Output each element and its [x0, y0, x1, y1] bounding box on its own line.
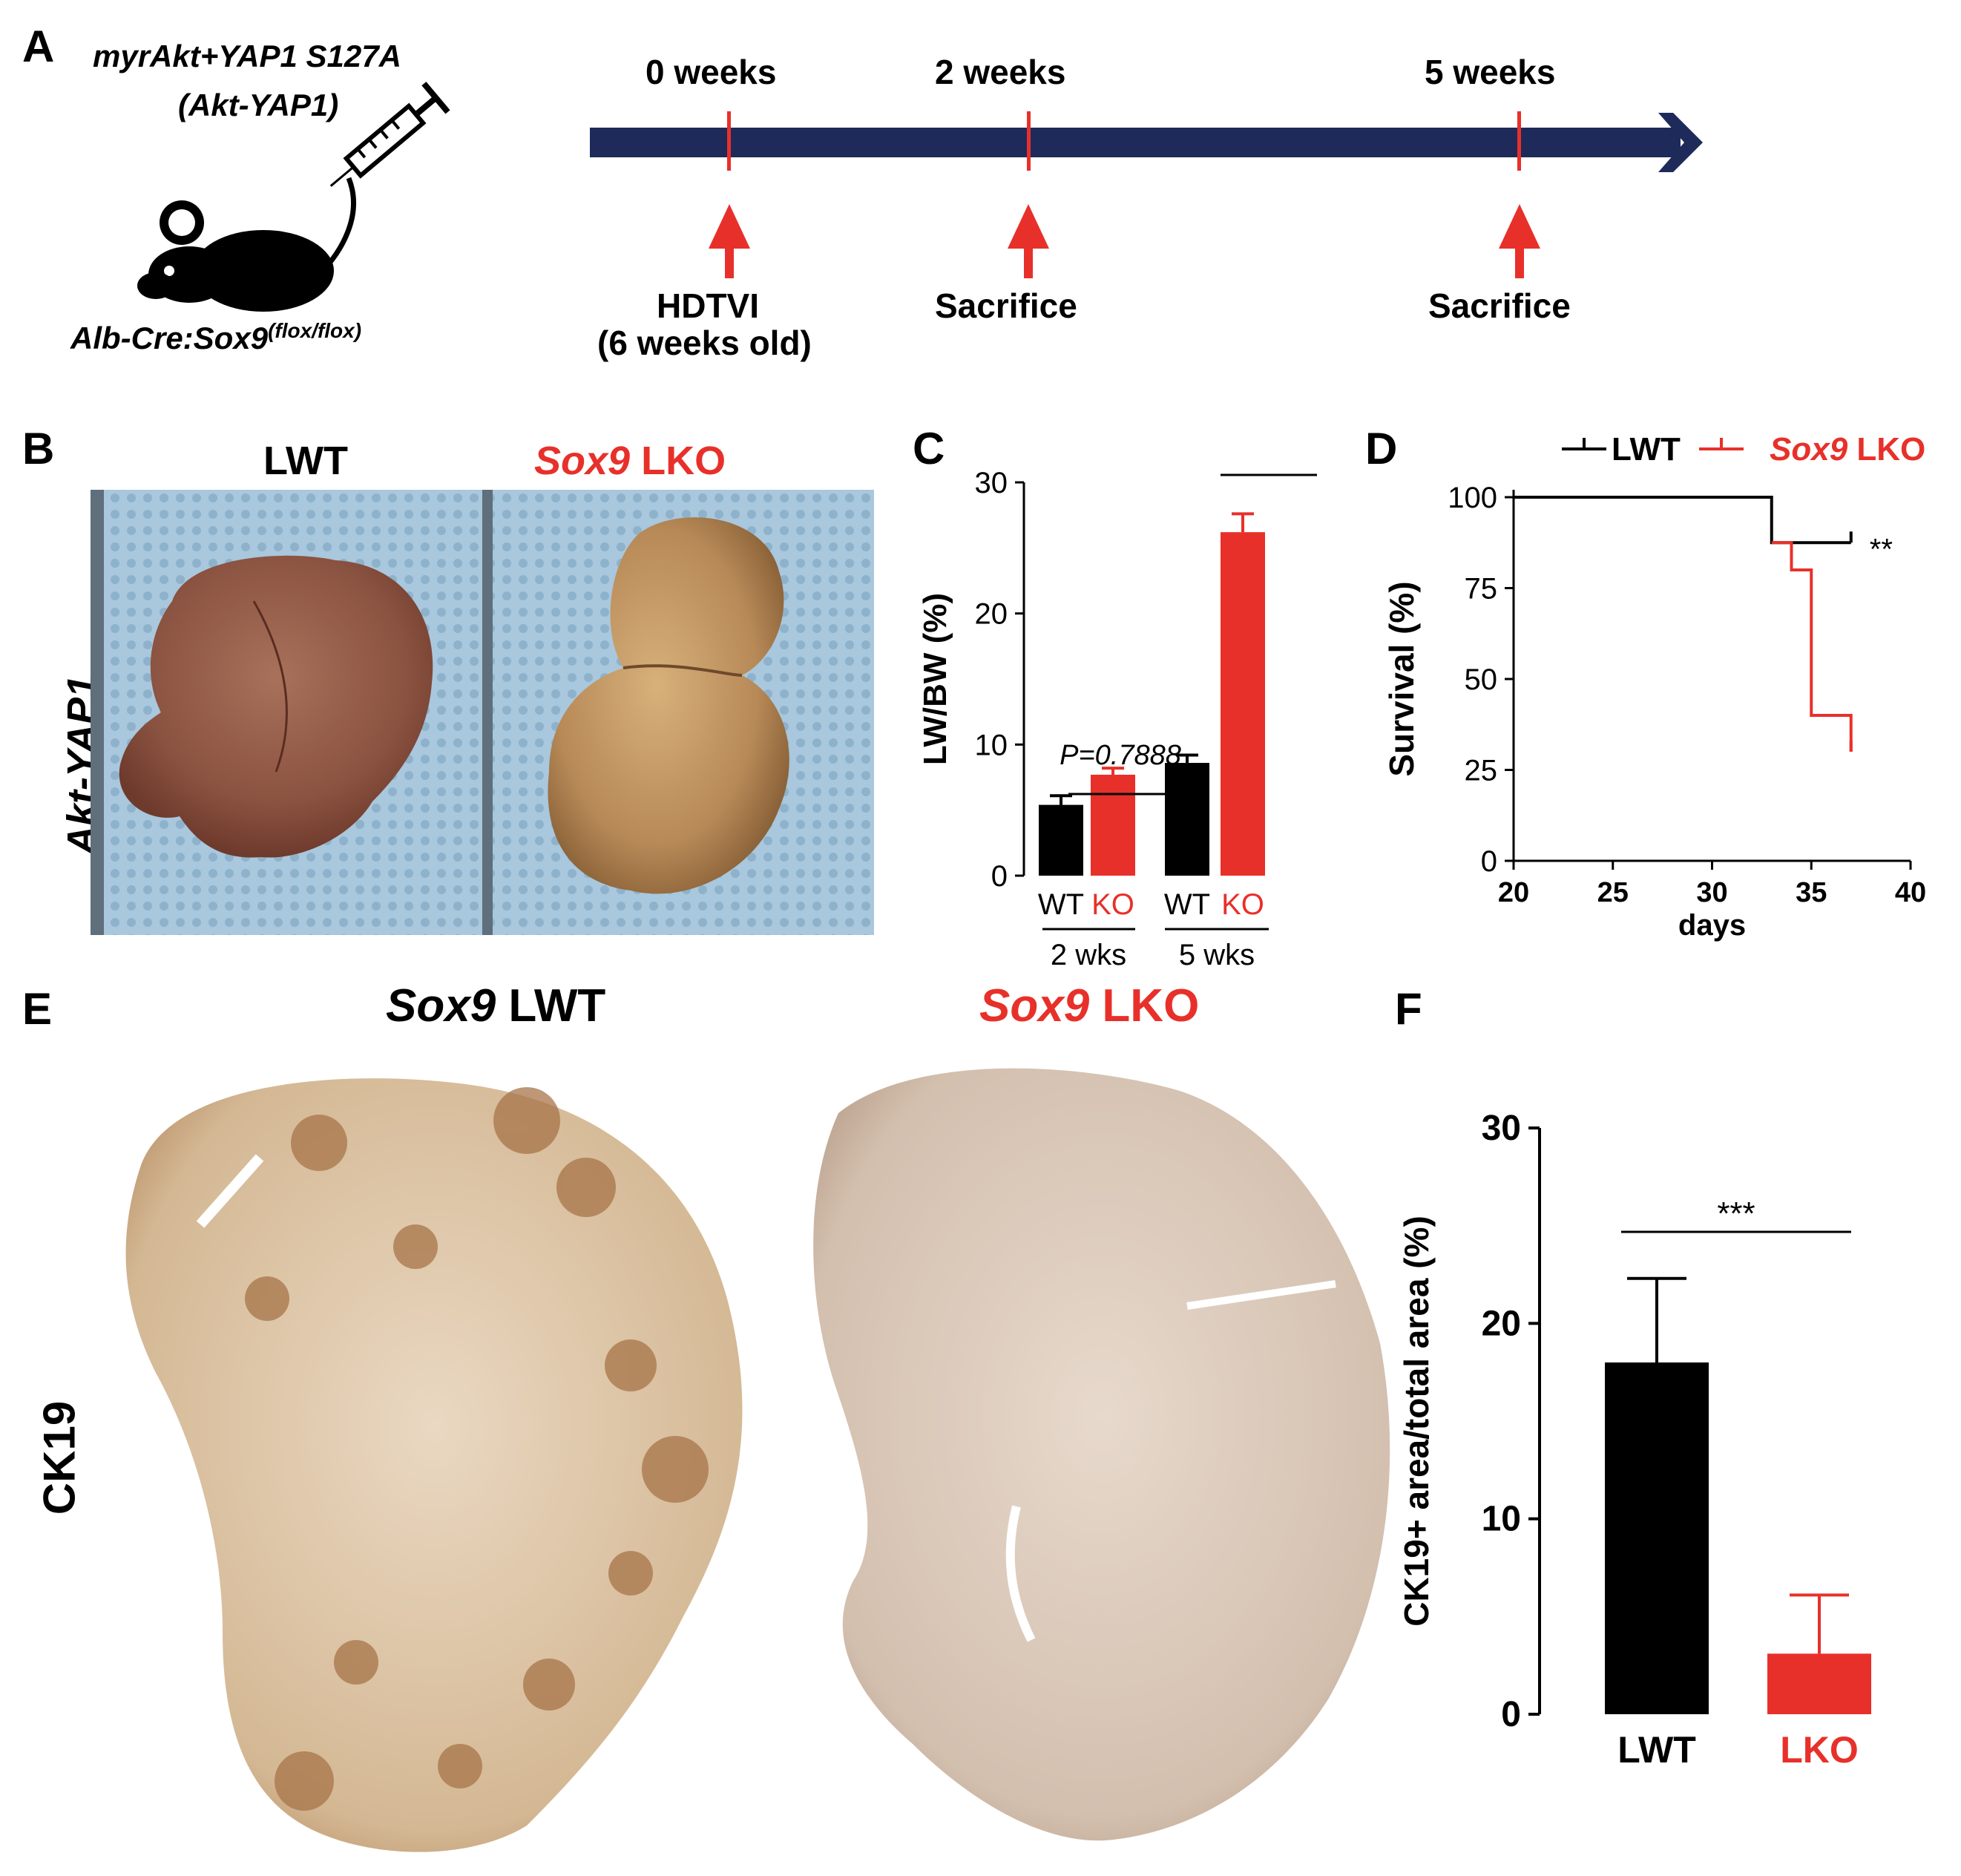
survival-line-lko [1771, 541, 1853, 752]
row-label-ck19: CK19 [34, 1400, 85, 1515]
group-label: 2 wks [1051, 939, 1126, 971]
panel-label-d: D [1365, 424, 1398, 473]
y-tick-label: 20 [1482, 1304, 1521, 1343]
y-tick-label: 30 [975, 467, 1008, 499]
x-tick-label: WT [1038, 888, 1084, 921]
genotype-superscript: (flox/flox) [268, 319, 362, 342]
section-title-lko: Sox9 LKO [979, 980, 1199, 1032]
liver-photo-lko [482, 490, 874, 935]
mouse-genotype-label: Alb-Cre:Sox9(flox/flox) [70, 319, 361, 356]
x-tick-label: LKO [1780, 1729, 1859, 1771]
bar [1039, 804, 1083, 876]
bar [1221, 532, 1265, 876]
construct-short-label: (Akt-YAP1) [178, 88, 339, 122]
x-tick-label: 40 [1895, 877, 1926, 908]
y-tick-label: 50 [1465, 663, 1498, 696]
significance-stars: **** [1246, 460, 1292, 474]
x-tick-label: KO [1091, 888, 1134, 921]
photo-title-lko-rest: LKO [630, 439, 726, 483]
photo-title-lko: Sox9 LKO [534, 438, 726, 484]
x-tick-label: 35 [1796, 877, 1827, 908]
y-tick-label: 75 [1465, 573, 1498, 606]
event-label-sacrifice-2: Sacrifice [935, 286, 1077, 325]
timeline-tick-0 [727, 111, 731, 171]
x-tick-label: 25 [1597, 877, 1629, 908]
chart-d: 0 25 50 75 100 20 25 30 35 40 days Survival (%) ** LW… [1382, 431, 1926, 942]
timeline-label-2: 2 weeks [935, 53, 1066, 91]
legend-label-lko-rest: LKO [1847, 431, 1925, 468]
section-title-lko-rest: LKO [1089, 980, 1200, 1032]
section-title-lwt-gene: Sox9 [386, 980, 496, 1032]
survival-line-lwt [1514, 496, 1851, 545]
x-tick-label: LWT [1617, 1729, 1696, 1771]
timeline-tick-2 [1027, 111, 1031, 171]
y-tick-label: 100 [1448, 482, 1497, 514]
event-arrow-sacrifice-5 [1499, 204, 1540, 278]
y-tick-label: 0 [1481, 845, 1497, 878]
y-tick-label: 0 [1501, 1695, 1521, 1734]
p-value-label: P=0.7888 [1060, 740, 1181, 771]
event-label-hdtvi-age: (6 weeks old) [597, 324, 812, 362]
y-tick-label: 20 [975, 598, 1008, 631]
significance-stars: *** [1717, 1196, 1755, 1232]
timeline-tick-5 [1517, 111, 1521, 171]
ihc-section-lko [813, 1068, 1390, 1841]
panel-label-e: E [22, 984, 53, 1034]
panel-label-b: B [22, 424, 55, 473]
photo-title-lko-gene: Sox9 [534, 439, 631, 483]
group-label: 5 wks [1179, 939, 1255, 971]
panel-label-a: A [22, 22, 55, 71]
legend-label-lwt: LWT [1612, 431, 1681, 468]
y-axis-label: Survival (%) [1382, 581, 1421, 776]
chart-f: 0 10 20 30 CK19+ area/total area (%) LWT LKO **… [1397, 1109, 1871, 1771]
legend-label-lko-gene: Sox9 [1770, 431, 1848, 468]
genotype-main: Alb-Cre:Sox9 [70, 321, 269, 355]
timeline-label-0: 0 weeks [646, 53, 777, 91]
x-tick-label: 20 [1498, 877, 1529, 908]
y-axis-label: LW/BW (%) [917, 593, 953, 765]
x-tick-label: 30 [1696, 877, 1727, 908]
section-title-lko-gene: Sox9 [979, 980, 1090, 1032]
bar [1767, 1653, 1871, 1714]
y-axis-label: CK19+ area/total area (%) [1397, 1216, 1436, 1627]
significance-stars: ** [1870, 533, 1893, 565]
y-tick-label: 10 [975, 729, 1008, 761]
x-tick-label: KO [1221, 888, 1264, 921]
panel-label-c: C [913, 424, 945, 473]
event-label-sacrifice-5: Sacrifice [1428, 286, 1571, 325]
liver-photo-lwt [91, 490, 482, 935]
mouse-icon [137, 177, 356, 312]
section-title-lwt: Sox9 LWT [386, 980, 605, 1032]
bar [1605, 1362, 1709, 1714]
y-tick-label: 25 [1465, 755, 1498, 787]
construct-label: myrAkt+YAP1 S127A [93, 39, 401, 73]
y-tick-label: 30 [1482, 1109, 1521, 1148]
x-axis-label: days [1678, 909, 1746, 942]
bar [1091, 774, 1135, 876]
ihc-section-lwt [125, 1078, 743, 1852]
y-tick-label: 10 [1482, 1500, 1521, 1539]
syringe-icon [329, 82, 450, 187]
event-label-hdtvi: HDTVI [657, 286, 759, 325]
event-arrow-hdtvi [709, 204, 750, 278]
x-tick-label: WT [1164, 888, 1210, 921]
legend-label-lko: Sox9 LKO [1770, 431, 1925, 468]
bar [1165, 763, 1209, 876]
y-tick-label: 0 [991, 860, 1008, 893]
event-arrow-sacrifice-2 [1008, 204, 1049, 278]
timeline-label-5: 5 weeks [1425, 53, 1556, 91]
panel-label-f: F [1395, 984, 1422, 1034]
section-title-lwt-rest: LWT [496, 980, 606, 1032]
timeline-arrow [590, 113, 1703, 172]
photo-title-lwt: LWT [263, 439, 348, 483]
